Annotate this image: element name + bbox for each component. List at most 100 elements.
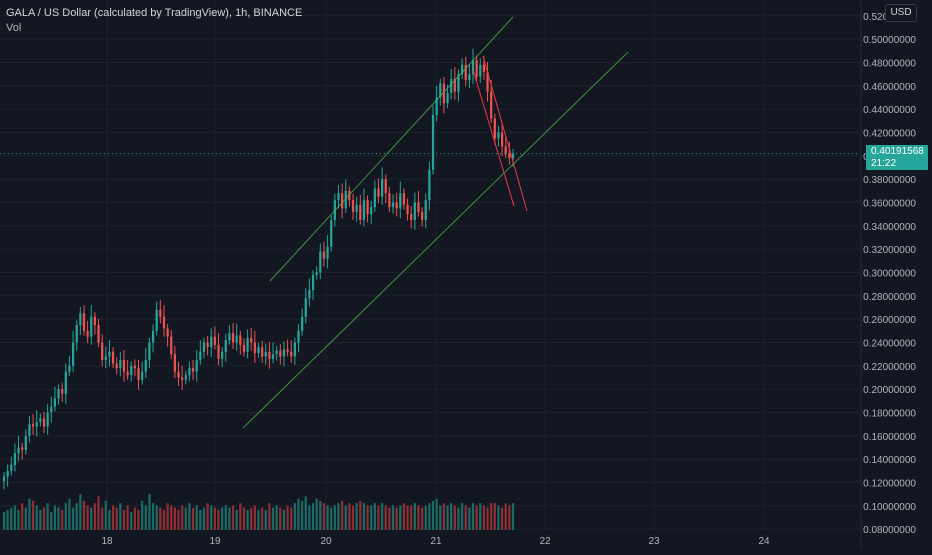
- candle-body[interactable]: [188, 368, 191, 376]
- candle-body[interactable]: [490, 91, 493, 119]
- candle-body[interactable]: [355, 204, 358, 212]
- candle-body[interactable]: [17, 447, 20, 454]
- candle-body[interactable]: [21, 447, 24, 450]
- candle-body[interactable]: [217, 344, 220, 359]
- candle-body[interactable]: [250, 337, 253, 343]
- candle-body[interactable]: [446, 92, 449, 104]
- candle-body[interactable]: [57, 389, 60, 399]
- candle-body[interactable]: [13, 453, 17, 465]
- candle-body[interactable]: [228, 333, 231, 341]
- candle-body[interactable]: [46, 412, 49, 427]
- candle-body[interactable]: [173, 354, 177, 372]
- candle-body[interactable]: [275, 350, 278, 355]
- candle-body[interactable]: [286, 349, 289, 352]
- candle-body[interactable]: [93, 316, 97, 325]
- candle-body[interactable]: [210, 336, 213, 348]
- candle-body[interactable]: [431, 115, 435, 170]
- candle-body[interactable]: [82, 313, 86, 331]
- candle-body[interactable]: [413, 202, 416, 221]
- candle-body[interactable]: [402, 193, 406, 205]
- candle-body[interactable]: [53, 398, 57, 407]
- wedge-lower-line[interactable]: [482, 55, 528, 212]
- candle-body[interactable]: [406, 204, 409, 215]
- candle-body[interactable]: [111, 351, 115, 364]
- candle-body[interactable]: [399, 193, 402, 209]
- volume-indicator-label[interactable]: Vol: [6, 22, 22, 34]
- candle-body[interactable]: [410, 214, 413, 220]
- candle-body[interactable]: [24, 435, 27, 450]
- candle-body[interactable]: [453, 78, 456, 92]
- candle-body[interactable]: [213, 336, 216, 345]
- candle-body[interactable]: [439, 83, 442, 98]
- candle-body[interactable]: [115, 363, 118, 369]
- candle-body[interactable]: [500, 132, 504, 147]
- candle-body[interactable]: [104, 356, 107, 361]
- candle-body[interactable]: [304, 298, 307, 317]
- candle-body[interactable]: [202, 342, 206, 352]
- candle-body[interactable]: [348, 190, 351, 201]
- candle-body[interactable]: [224, 340, 227, 352]
- candle-body[interactable]: [155, 309, 158, 331]
- candle-body[interactable]: [388, 193, 391, 208]
- candle-body[interactable]: [301, 316, 304, 331]
- candle-body[interactable]: [482, 64, 486, 72]
- candle-body[interactable]: [181, 377, 184, 380]
- candle-body[interactable]: [268, 351, 271, 359]
- candle-body[interactable]: [282, 349, 286, 357]
- candle-body[interactable]: [31, 424, 35, 427]
- candle-body[interactable]: [144, 360, 147, 372]
- candle-body[interactable]: [71, 342, 75, 366]
- candle-body[interactable]: [50, 406, 53, 413]
- candle-body[interactable]: [384, 179, 387, 194]
- candle-body[interactable]: [133, 365, 137, 369]
- candle-body[interactable]: [221, 351, 224, 359]
- candle-body[interactable]: [340, 193, 344, 209]
- candle-body[interactable]: [97, 325, 100, 343]
- candle-body[interactable]: [10, 465, 13, 471]
- candle-body[interactable]: [264, 351, 267, 357]
- candle-body[interactable]: [271, 354, 275, 359]
- candle-body[interactable]: [2, 476, 6, 482]
- candle-body[interactable]: [231, 333, 235, 343]
- candle-body[interactable]: [108, 351, 111, 357]
- candle-body[interactable]: [184, 375, 187, 380]
- candle-body[interactable]: [362, 200, 366, 220]
- candle-body[interactable]: [86, 330, 89, 337]
- candle-body[interactable]: [151, 330, 155, 343]
- candle-body[interactable]: [257, 347, 260, 353]
- candle-body[interactable]: [239, 335, 242, 345]
- candle-body[interactable]: [130, 365, 133, 376]
- candle-body[interactable]: [90, 316, 93, 337]
- candle-body[interactable]: [315, 272, 318, 275]
- candle-body[interactable]: [261, 347, 264, 357]
- candle-body[interactable]: [428, 169, 431, 201]
- candle-body[interactable]: [464, 64, 467, 80]
- candle-body[interactable]: [101, 342, 104, 361]
- candle-body[interactable]: [504, 146, 507, 154]
- candle-body[interactable]: [493, 118, 496, 139]
- candle-body[interactable]: [191, 368, 195, 372]
- candle-body[interactable]: [68, 365, 71, 372]
- channel-upper-line[interactable]: [269, 16, 514, 282]
- candle-body[interactable]: [366, 200, 369, 215]
- candle-body[interactable]: [35, 421, 38, 427]
- candle-body[interactable]: [420, 211, 424, 220]
- candle-body[interactable]: [468, 74, 471, 80]
- candle-body[interactable]: [235, 335, 238, 343]
- candle-body[interactable]: [119, 360, 122, 369]
- candle-body[interactable]: [199, 351, 202, 360]
- candle-body[interactable]: [148, 342, 151, 361]
- candle-body[interactable]: [39, 418, 42, 422]
- candle-body[interactable]: [380, 179, 384, 197]
- candle-body[interactable]: [479, 64, 482, 77]
- candle-body[interactable]: [122, 360, 126, 372]
- candle-body[interactable]: [373, 188, 376, 208]
- candle-body[interactable]: [457, 74, 460, 92]
- currency-button[interactable]: USD: [885, 4, 917, 22]
- candle-body[interactable]: [166, 328, 169, 337]
- candle-body[interactable]: [442, 83, 446, 104]
- candle-body[interactable]: [242, 344, 246, 352]
- channel-lower-line[interactable]: [242, 51, 629, 429]
